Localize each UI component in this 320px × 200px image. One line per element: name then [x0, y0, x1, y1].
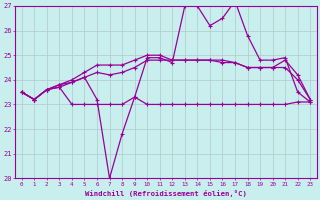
- X-axis label: Windchill (Refroidissement éolien,°C): Windchill (Refroidissement éolien,°C): [85, 190, 247, 197]
